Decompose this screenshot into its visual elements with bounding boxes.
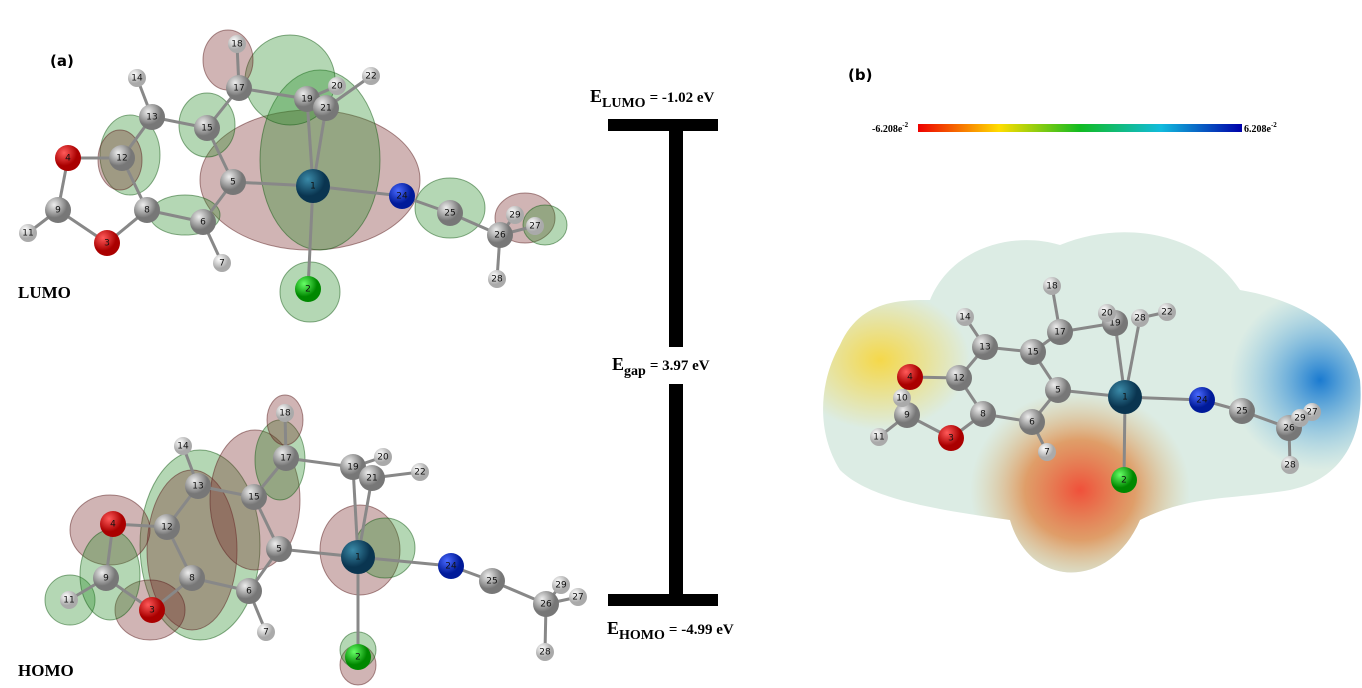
atom-label: 28 xyxy=(539,648,551,658)
gap-bar xyxy=(669,131,683,347)
homo-level xyxy=(608,594,718,606)
esp-surface xyxy=(790,220,1362,600)
atom-label: 14 xyxy=(177,442,189,452)
atom-label: 14 xyxy=(959,313,971,323)
atom-label: 12 xyxy=(953,374,964,384)
atom-label: 18 xyxy=(231,40,243,50)
gap-bar xyxy=(669,384,683,594)
atom-label: 20 xyxy=(1101,309,1113,319)
atom-label: 13 xyxy=(192,482,203,492)
atom-label: 19 xyxy=(347,463,359,473)
atom-label: 4 xyxy=(65,154,71,164)
atom-label: 8 xyxy=(189,574,195,584)
atom-label: 17 xyxy=(233,84,244,94)
atom-label: 1 xyxy=(355,553,361,563)
atom-label: 26 xyxy=(1283,424,1295,434)
atom-label: 11 xyxy=(63,596,74,606)
atom-label: 24 xyxy=(1196,396,1208,406)
orbital-label: LUMO xyxy=(18,283,71,302)
atom-label: 1 xyxy=(1122,393,1128,403)
atom-label: 22 xyxy=(1161,308,1172,318)
atom-label: 25 xyxy=(1236,407,1247,417)
atom-label: 24 xyxy=(396,192,408,202)
atom-label: 20 xyxy=(377,453,389,463)
atom-label: 2 xyxy=(355,653,361,663)
atom-label: 29 xyxy=(555,581,567,591)
atom-label: 6 xyxy=(246,587,252,597)
atom-label: 3 xyxy=(149,606,155,616)
atom-label: 28 xyxy=(1134,314,1146,324)
atom-label: 29 xyxy=(509,211,521,221)
atom-label: 28 xyxy=(491,275,503,285)
molecule: 1234567891112131415171819202122242526272… xyxy=(19,30,567,322)
atom-label: 27 xyxy=(529,222,540,232)
colorbar xyxy=(918,124,1242,132)
atom-label: 9 xyxy=(55,206,61,216)
atom-label: 15 xyxy=(248,493,259,503)
molecule: 1234567891112131415171819202122242526272… xyxy=(45,395,587,685)
atom-label: 5 xyxy=(276,545,282,555)
atom-label: 18 xyxy=(1046,282,1058,292)
atom-label: 7 xyxy=(1044,448,1050,458)
atom-label: 7 xyxy=(263,628,269,638)
panel-label: (b) xyxy=(848,66,872,84)
colorbar-min: -6.208e-2 xyxy=(872,121,909,135)
atom-label: 25 xyxy=(486,577,497,587)
atom-label: 3 xyxy=(948,434,954,444)
atom-label: 24 xyxy=(445,562,457,572)
atom-label: 12 xyxy=(116,154,127,164)
atom-label: 22 xyxy=(414,468,425,478)
atom-label: 15 xyxy=(201,124,212,134)
colorbar-max: 6.208e-2 xyxy=(1244,121,1277,135)
atom-label: 9 xyxy=(904,411,910,421)
energy-label: ELUMO= -1.02 eV xyxy=(590,86,715,111)
atom-label: 26 xyxy=(494,231,506,241)
atom-label: 27 xyxy=(572,593,583,603)
atom-label: 4 xyxy=(907,373,913,383)
atom-label: 2 xyxy=(1121,476,1127,486)
atom-label: 17 xyxy=(280,454,291,464)
atom-label: 21 xyxy=(366,474,377,484)
atom-label: 26 xyxy=(540,600,552,610)
energy-label: Egap= 3.97 eV xyxy=(612,354,710,379)
atom-label: 9 xyxy=(103,574,109,584)
atom-label: 13 xyxy=(146,113,157,123)
atom-label: 14 xyxy=(131,74,143,84)
atom-label: 6 xyxy=(200,218,206,228)
atom-label: 12 xyxy=(161,523,172,533)
atom-label: 5 xyxy=(230,178,236,188)
orbital-label: HOMO xyxy=(18,661,74,680)
atom-label: 22 xyxy=(365,72,376,82)
atom-label: 11 xyxy=(873,433,884,443)
atom-label: 5 xyxy=(1055,386,1061,396)
atom-label: 8 xyxy=(144,206,150,216)
atom-label: 29 xyxy=(1294,414,1306,424)
atom-label: 17 xyxy=(1054,328,1065,338)
energy-label: EHOMO= -4.99 eV xyxy=(607,618,734,643)
atom-label: 28 xyxy=(1284,461,1296,471)
atom-label: 8 xyxy=(980,410,986,420)
atom-label: 25 xyxy=(444,209,455,219)
atom-label: 7 xyxy=(219,259,225,269)
atom-label: 21 xyxy=(320,104,331,114)
atom-label: 3 xyxy=(104,239,110,249)
atom-label: 11 xyxy=(22,229,33,239)
atom-label: 15 xyxy=(1027,348,1038,358)
panel-label: (a) xyxy=(50,52,74,70)
atom-label: 13 xyxy=(979,343,990,353)
atom-label: 4 xyxy=(110,520,116,530)
atom-label: 20 xyxy=(331,82,343,92)
atom-label: 10 xyxy=(896,394,908,404)
atom-label: 2 xyxy=(305,285,311,295)
atom-label: 18 xyxy=(279,409,291,419)
atom-label: 6 xyxy=(1029,418,1035,428)
lumo-level xyxy=(608,119,718,131)
figure: (a) (b) LUMO HOMO ELUMO= -1.02 eV Egap= … xyxy=(0,0,1362,688)
atom-label: 1 xyxy=(310,182,316,192)
atom-label: 19 xyxy=(301,95,313,105)
